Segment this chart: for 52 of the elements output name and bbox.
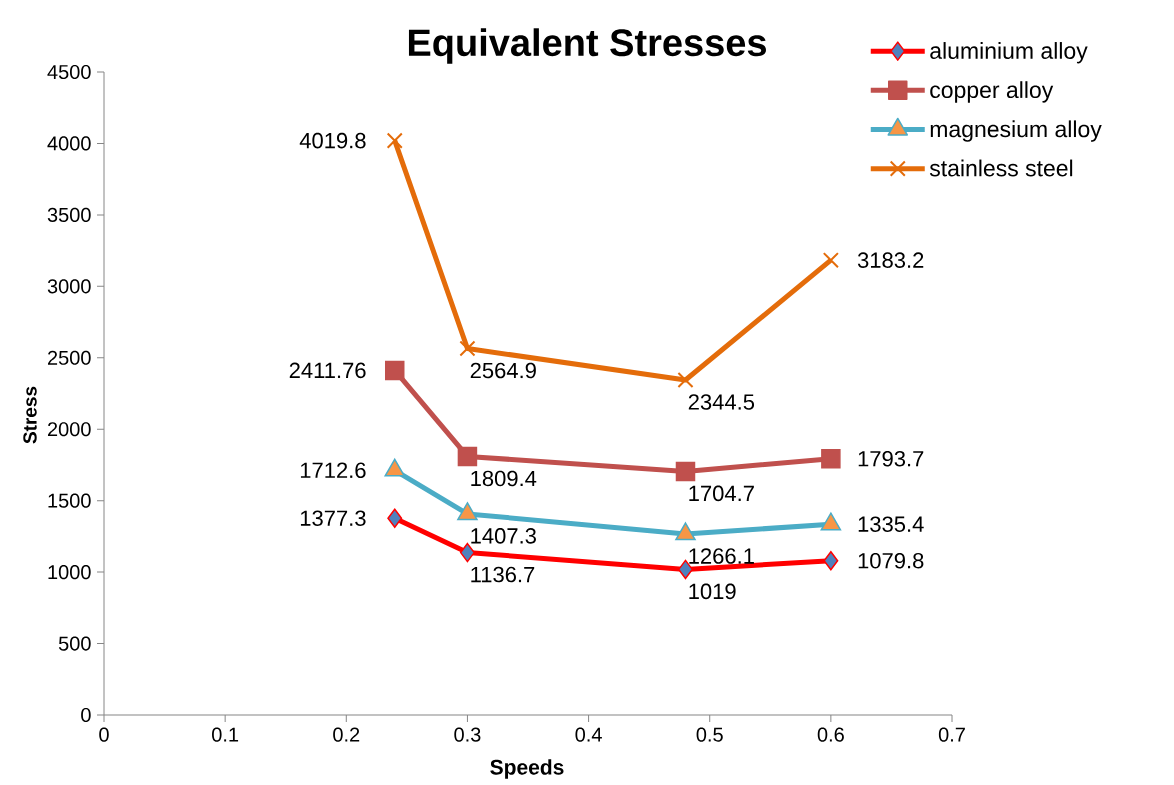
data-label: 1266.1: [689, 548, 754, 564]
point: [675, 461, 696, 482]
y-tick-label: 0: [81, 707, 91, 723]
y-tick-label: 1500: [48, 493, 91, 508]
y-tick-label: 4500: [47, 64, 91, 80]
legend-label: aluminium alloy: [930, 42, 1088, 64]
point: [823, 550, 839, 571]
data-label: 1019: [689, 583, 736, 600]
x-tick-label: 0: [99, 727, 109, 742]
y-tick-label: 3000: [47, 279, 91, 294]
y-tick-label: 2500: [47, 350, 91, 365]
x-tick-label: 0.1: [212, 727, 239, 742]
data-label: 1136.7: [471, 566, 535, 583]
point: [385, 360, 405, 381]
y-tick-label: 4000: [47, 136, 91, 151]
y-tick-label: 3500: [47, 207, 91, 222]
data-label: 4019.8: [299, 132, 366, 149]
data-label: 1793.7: [858, 450, 924, 467]
point: [459, 542, 475, 563]
data-label: 2411.76: [289, 362, 366, 379]
point: [386, 132, 403, 149]
y-tick-label: 1000: [48, 565, 91, 580]
point: [459, 340, 476, 357]
x-tick-label: 0.2: [333, 727, 360, 742]
x-tick-label: 0.4: [575, 727, 602, 742]
legend-label: magnesium alloy: [930, 120, 1102, 142]
data-label: 1809.4: [471, 470, 537, 487]
data-label: 1712.6: [300, 462, 366, 479]
y-axis-title: Stress: [23, 386, 37, 444]
data-label: 1079.8: [858, 552, 924, 569]
y-tick-label: 2000: [47, 422, 91, 437]
data-label: 2564.9: [470, 362, 536, 379]
point: [457, 446, 478, 467]
data-label: 2344.5: [688, 394, 755, 410]
point: [822, 252, 839, 269]
data-label: 1377.3: [300, 510, 366, 526]
point: [387, 508, 403, 528]
x-tick-label: 0.7: [938, 727, 965, 742]
data-label: 1704.7: [689, 485, 754, 502]
legend-label: copper alloy: [930, 81, 1054, 103]
chart-title: Equivalent Stresses: [408, 28, 766, 64]
data-label: 1335.4: [858, 516, 924, 532]
legend-label: stainless steel: [929, 159, 1073, 177]
x-axis-title: Speeds: [490, 759, 564, 779]
data-label: 1407.3: [471, 528, 536, 544]
point: [821, 448, 841, 469]
x-tick-label: 0.3: [454, 727, 481, 742]
point: [677, 371, 694, 389]
x-tick-label: 0.5: [696, 727, 723, 742]
y-tick-label: 500: [58, 636, 91, 651]
data-label: 3183.2: [857, 252, 924, 268]
x-tick-label: 0.6: [817, 727, 844, 742]
